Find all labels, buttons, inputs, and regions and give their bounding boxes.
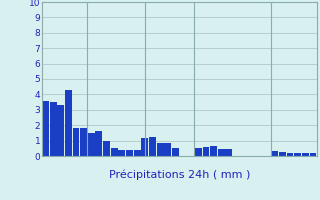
Bar: [73, 128, 79, 156]
Bar: [287, 153, 293, 156]
Bar: [203, 147, 209, 156]
Bar: [134, 150, 140, 156]
Bar: [157, 143, 164, 156]
Bar: [111, 148, 118, 156]
Bar: [218, 149, 225, 156]
Bar: [149, 137, 156, 156]
Bar: [42, 101, 49, 156]
Bar: [126, 150, 133, 156]
Bar: [118, 150, 125, 156]
Bar: [210, 146, 217, 156]
Bar: [195, 148, 202, 156]
Bar: [88, 133, 95, 156]
Bar: [294, 153, 301, 156]
Bar: [95, 131, 102, 156]
Bar: [65, 90, 72, 156]
Bar: [50, 102, 57, 156]
Bar: [80, 128, 87, 156]
Bar: [164, 143, 171, 156]
Bar: [309, 153, 316, 156]
Bar: [279, 152, 286, 156]
Bar: [271, 151, 278, 156]
Bar: [302, 153, 309, 156]
Bar: [141, 138, 148, 156]
Bar: [226, 149, 232, 156]
X-axis label: Précipitations 24h ( mm ): Précipitations 24h ( mm ): [108, 170, 250, 180]
Bar: [57, 105, 64, 156]
Bar: [103, 141, 110, 156]
Bar: [172, 148, 179, 156]
